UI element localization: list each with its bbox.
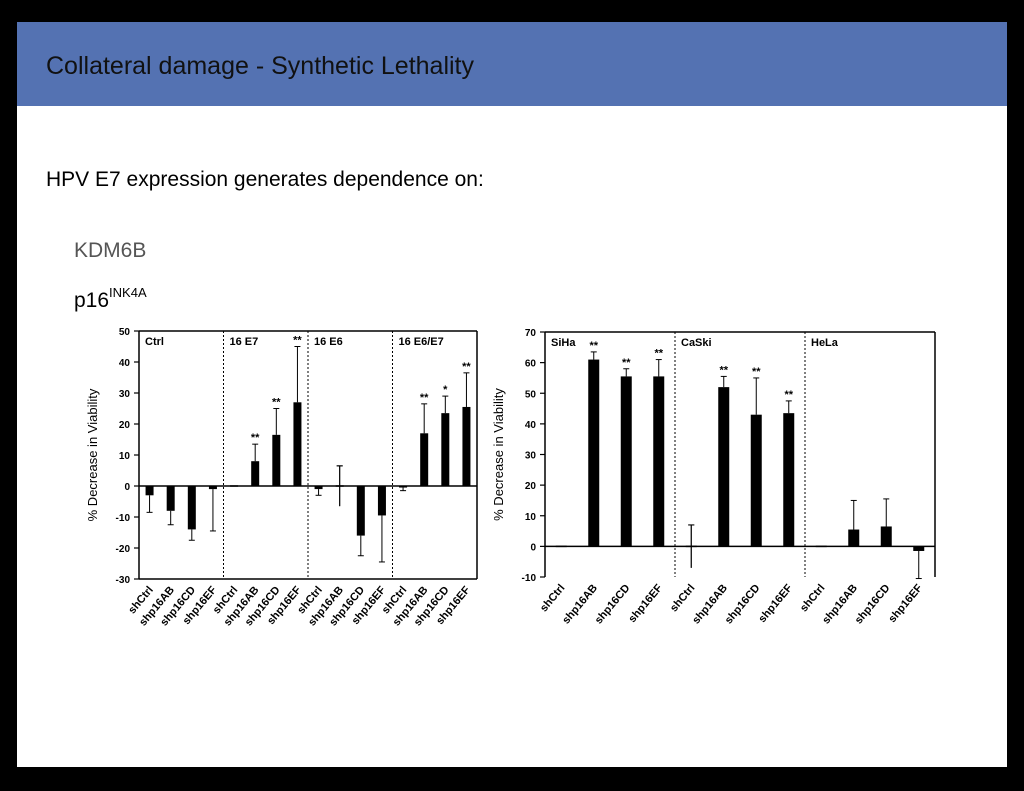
- significance-mark: **: [251, 432, 260, 444]
- significance-mark: **: [420, 392, 429, 404]
- gene-label-p16: p16INK4A: [74, 285, 147, 313]
- category-label: shCtrl: [798, 582, 828, 614]
- y-tick-label: 40: [525, 420, 537, 431]
- gene-label-p16-superscript: INK4A: [109, 285, 147, 300]
- bar: [913, 546, 925, 551]
- y-axis-label: % Decrease in Viability: [491, 388, 506, 521]
- significance-mark: **: [784, 389, 793, 401]
- bar: [208, 486, 217, 490]
- bar: [848, 529, 860, 547]
- gene-label-kdm6b: KDM6B: [74, 239, 147, 262]
- bar: [356, 486, 365, 536]
- category-label: shCtrl: [668, 582, 698, 614]
- bar: [399, 486, 408, 488]
- category-label: shp16EF: [886, 582, 925, 625]
- bar: [750, 414, 762, 547]
- y-tick-label: 20: [119, 420, 131, 431]
- y-tick-label: 0: [530, 542, 536, 553]
- significance-mark: **: [462, 361, 471, 373]
- y-tick-label: 60: [525, 359, 537, 370]
- bar: [293, 402, 302, 486]
- bar: [718, 387, 730, 547]
- significance-mark: **: [752, 366, 761, 378]
- y-tick-label: 30: [119, 389, 131, 400]
- y-axis-label: % Decrease in Viability: [85, 388, 100, 521]
- significance-mark: **: [589, 340, 598, 352]
- title-bar: [17, 22, 1007, 106]
- y-tick-label: 0: [124, 482, 130, 493]
- bar: [588, 359, 600, 547]
- y-tick-label: 20: [525, 481, 537, 492]
- y-tick-label: 50: [525, 389, 537, 400]
- slide-subtitle: HPV E7 expression generates dependence o…: [46, 168, 484, 191]
- significance-mark: **: [654, 348, 663, 360]
- y-tick-label: 10: [119, 451, 131, 462]
- gene-label-p16-base: p16: [74, 289, 110, 312]
- y-tick-label: -10: [522, 573, 537, 584]
- panel-label: 16 E6/E7: [399, 336, 444, 348]
- bar: [783, 413, 795, 547]
- bar: [420, 433, 429, 486]
- significance-mark: **: [719, 364, 728, 376]
- slide: Collateral damage - Synthetic Lethality …: [17, 22, 1007, 767]
- bar: [251, 461, 260, 486]
- bar: [314, 486, 323, 490]
- bar: [166, 486, 175, 511]
- panel-label: Ctrl: [145, 336, 164, 348]
- y-tick-label: -20: [116, 544, 131, 555]
- bar: [441, 413, 450, 486]
- significance-mark: **: [622, 357, 631, 369]
- bar: [145, 486, 154, 496]
- y-tick-label: 30: [525, 451, 537, 462]
- y-tick-label: 10: [525, 512, 537, 523]
- y-tick-label: 50: [119, 327, 131, 338]
- bar: [187, 486, 196, 530]
- y-tick-label: 70: [525, 328, 537, 339]
- panel-label: SiHa: [551, 337, 576, 349]
- category-label: shCtrl: [538, 582, 568, 614]
- y-tick-label: -30: [116, 575, 131, 586]
- bar: [377, 486, 386, 516]
- significance-mark: **: [293, 335, 302, 347]
- panel-label: HeLa: [811, 337, 839, 349]
- y-tick-label: 40: [119, 358, 131, 369]
- bar: [462, 406, 471, 486]
- significance-mark: *: [443, 384, 448, 396]
- category-label: shp16EF: [756, 582, 795, 625]
- panel-label: 16 E7: [230, 336, 259, 348]
- panel-label: CaSki: [681, 337, 712, 349]
- panel-label: 16 E6: [314, 336, 343, 348]
- bar: [880, 526, 892, 547]
- category-label: shp16EF: [626, 582, 665, 625]
- significance-mark: **: [272, 397, 281, 409]
- bar: [620, 376, 632, 547]
- y-tick-label: -10: [116, 513, 131, 524]
- bar: [272, 434, 281, 486]
- slide-title: Collateral damage - Synthetic Lethality: [46, 52, 475, 80]
- bar: [653, 376, 665, 547]
